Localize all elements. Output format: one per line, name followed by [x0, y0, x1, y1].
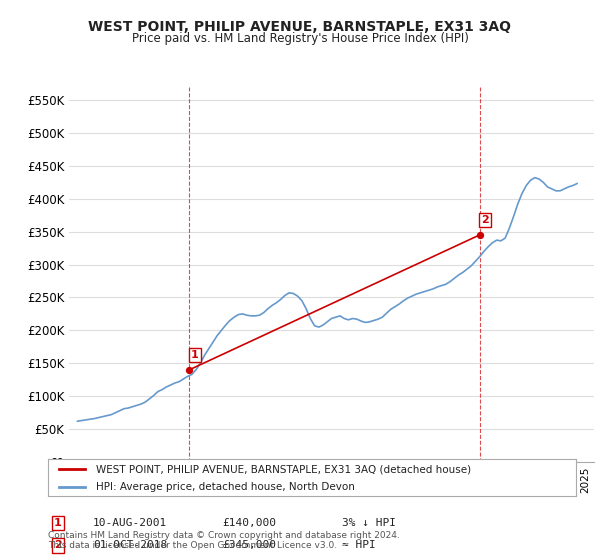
Text: Price paid vs. HM Land Registry's House Price Index (HPI): Price paid vs. HM Land Registry's House …	[131, 32, 469, 45]
Text: HPI: Average price, detached house, North Devon: HPI: Average price, detached house, Nort…	[95, 482, 355, 492]
Text: £140,000: £140,000	[222, 518, 276, 528]
Text: 3% ↓ HPI: 3% ↓ HPI	[342, 518, 396, 528]
Point	[475, 230, 484, 239]
Text: 1: 1	[54, 518, 62, 528]
Text: 01-OCT-2018: 01-OCT-2018	[93, 540, 167, 550]
Text: 2: 2	[54, 540, 62, 550]
Point	[184, 365, 194, 374]
Text: 10-AUG-2001: 10-AUG-2001	[93, 518, 167, 528]
Text: WEST POINT, PHILIP AVENUE, BARNSTAPLE, EX31 3AQ (detached house): WEST POINT, PHILIP AVENUE, BARNSTAPLE, E…	[95, 464, 470, 474]
Text: Contains HM Land Registry data © Crown copyright and database right 2024.
This d: Contains HM Land Registry data © Crown c…	[48, 530, 400, 550]
Text: 2: 2	[481, 215, 489, 225]
Text: ≈ HPI: ≈ HPI	[342, 540, 376, 550]
Text: 1: 1	[191, 350, 199, 360]
Text: WEST POINT, PHILIP AVENUE, BARNSTAPLE, EX31 3AQ: WEST POINT, PHILIP AVENUE, BARNSTAPLE, E…	[89, 20, 511, 34]
Text: £345,000: £345,000	[222, 540, 276, 550]
